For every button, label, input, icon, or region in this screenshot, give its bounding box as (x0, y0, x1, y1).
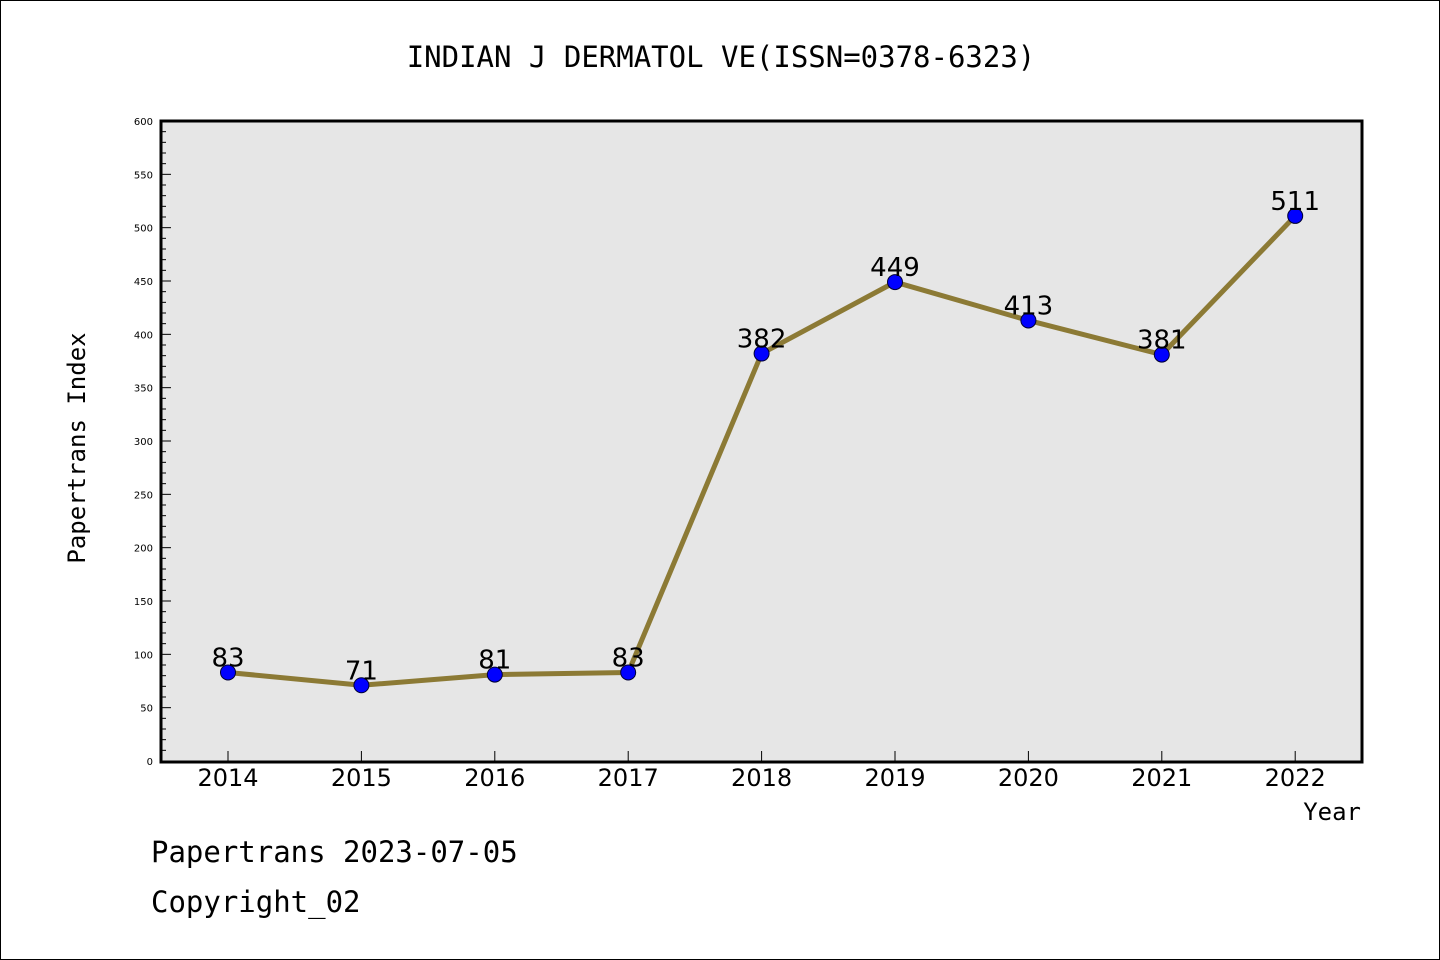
y-tick-label: 400 (134, 330, 153, 341)
y-tick-label: 600 (134, 117, 153, 128)
plot-area (159, 119, 1364, 764)
data-label: 71 (345, 656, 378, 686)
x-tick-label: 2018 (731, 764, 792, 792)
chart-title: INDIAN J DERMATOL VE(ISSN=0378-6323) (407, 40, 1036, 74)
y-tick-label: 200 (134, 544, 153, 555)
data-point (1287, 207, 1304, 224)
x-tick-label: 2021 (1131, 764, 1192, 792)
x-tick-label: 2014 (197, 764, 258, 792)
data-point (1020, 312, 1037, 329)
data-label: 413 (1004, 291, 1054, 321)
x-tick-label: 2020 (998, 764, 1059, 792)
data-point (486, 666, 503, 683)
data-label: 382 (737, 325, 787, 355)
marker-group (220, 207, 1304, 694)
x-tick-label: 2016 (464, 764, 525, 792)
data-label: 511 (1270, 187, 1320, 217)
footer-date: Papertrans 2023-07-05 (151, 835, 518, 869)
data-point (353, 677, 370, 694)
y-tick-label: 350 (134, 384, 153, 395)
y-axis-label: Papertrans Index (63, 332, 91, 563)
y-tick-label: 100 (134, 650, 153, 661)
y-tick-label: 500 (134, 224, 153, 235)
y-axis: 0 50 100 150 200 250 300 350 400 450 500 550 600 (134, 117, 171, 768)
footer-copyright: Copyright_02 (151, 885, 361, 919)
y-tick-label: 50 (140, 704, 153, 715)
data-point (620, 664, 637, 681)
data-label: 381 (1137, 326, 1187, 356)
x-tick-label: 2017 (598, 764, 659, 792)
data-point (1153, 346, 1170, 363)
y-tick-label: 550 (134, 170, 153, 181)
y-tick-label: 300 (134, 437, 153, 448)
x-axis-label: Year (1303, 798, 1361, 826)
x-tick-label: 2015 (331, 764, 392, 792)
x-tick-label: 2019 (864, 764, 925, 792)
data-label: 83 (612, 643, 645, 673)
x-tick-label: 2022 (1265, 764, 1326, 792)
data-label-group: 83 71 81 83 382 449 413 381 511 (211, 187, 1320, 686)
data-point (887, 274, 903, 291)
data-point (753, 345, 770, 362)
data-label: 449 (870, 253, 920, 283)
data-label: 81 (478, 646, 511, 676)
x-axis: 2014 2015 2016 2017 2018 2019 2020 2021 2022 (197, 751, 1326, 792)
y-tick-label: 450 (134, 277, 153, 288)
data-point (220, 664, 236, 681)
y-tick-label: 250 (134, 490, 153, 501)
data-label: 83 (211, 643, 244, 673)
y-tick-label: 150 (134, 597, 153, 608)
y-tick-label: 0 (147, 757, 153, 768)
